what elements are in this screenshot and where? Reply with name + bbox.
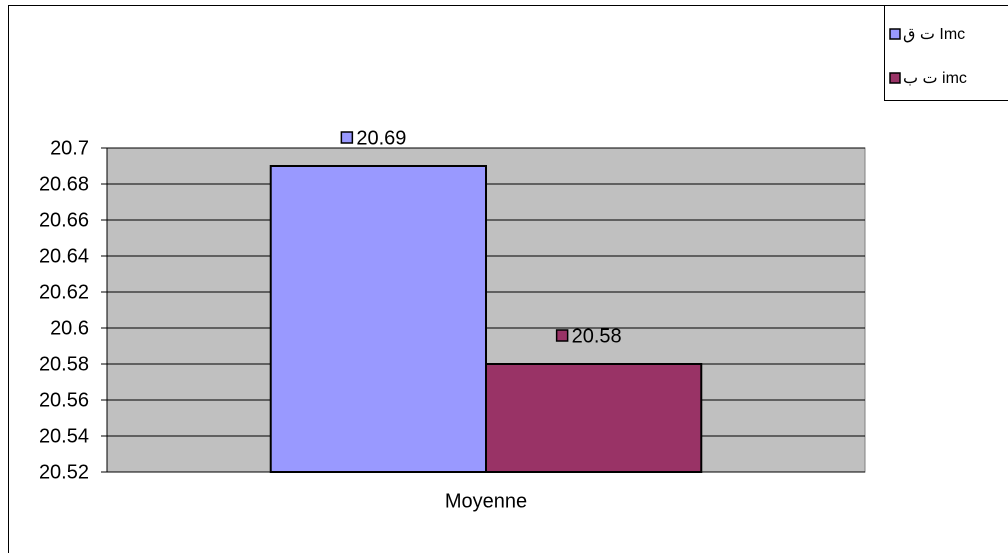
value-label-key: [340, 131, 354, 144]
y-tick-label: 20.56: [39, 389, 89, 411]
legend-label: ب ت imc: [903, 70, 967, 87]
legend-box: [884, 5, 1008, 101]
y-tick-label: 20.54: [39, 425, 89, 447]
bar: [485, 363, 703, 473]
y-tick-label: 20.52: [39, 461, 89, 483]
y-tick-label: 20.66: [39, 209, 89, 231]
x-tick-label: Moyenne: [445, 490, 527, 512]
legend-key: [889, 28, 901, 40]
bar: [269, 165, 487, 473]
value-label: 20.69: [356, 127, 406, 149]
legend-key: [889, 72, 901, 84]
y-tick-label: 20.64: [39, 245, 89, 267]
y-tick-label: 20.62: [39, 281, 89, 303]
legend-label: ق ت Imc: [903, 26, 965, 43]
y-tick-label: 20.6: [50, 317, 89, 339]
y-tick-label: 20.58: [39, 353, 89, 375]
y-tick-label: 20.68: [39, 173, 89, 195]
value-label-key: [555, 329, 569, 342]
y-tick-label: 20.7: [50, 137, 89, 159]
value-label: 20.58: [572, 325, 622, 347]
